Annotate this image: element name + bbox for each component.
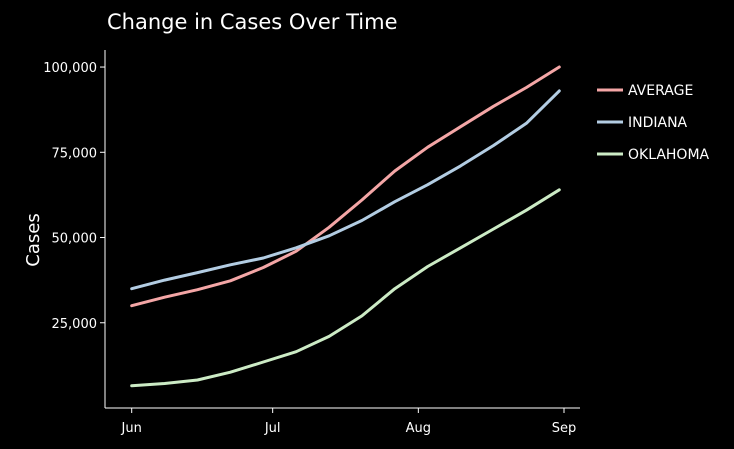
series-lines — [130, 65, 561, 388]
y-axis-label: Cases — [23, 213, 44, 266]
y-tick-label: 75,000 — [52, 146, 98, 161]
series-line-oklahoma[interactable] — [130, 188, 561, 388]
x-tick-label: Aug — [406, 421, 431, 436]
legend-label: OKLAHOMA — [628, 147, 710, 163]
series-line-average[interactable] — [130, 65, 561, 308]
legend-item-oklahoma[interactable]: OKLAHOMA — [597, 147, 710, 163]
legend-label: INDIANA — [628, 115, 688, 131]
plot-area: 25,000 50,000 75,000 100,000 Jun Jul Aug Sep — [43, 50, 580, 436]
legend-item-average[interactable]: AVERAGE — [597, 83, 693, 99]
legend[interactable]: AVERAGE INDIANA OKLAHOMA — [597, 83, 710, 163]
x-tick-label: Sep — [552, 421, 577, 436]
legend-item-indiana[interactable]: INDIANA — [597, 115, 688, 131]
legend-label: AVERAGE — [628, 83, 693, 99]
x-tick-label: Jul — [264, 421, 281, 436]
x-ticks: Jun Jul Aug Sep — [121, 408, 577, 436]
y-tick-label: 100,000 — [43, 61, 97, 76]
y-ticks: 25,000 50,000 75,000 100,000 — [43, 61, 105, 332]
y-tick-label: 50,000 — [52, 232, 98, 247]
chart-title: Change in Cases Over Time — [107, 10, 397, 34]
y-tick-label: 25,000 — [52, 317, 98, 332]
series-line-indiana[interactable] — [130, 89, 561, 291]
x-tick-label: Jun — [121, 421, 142, 436]
